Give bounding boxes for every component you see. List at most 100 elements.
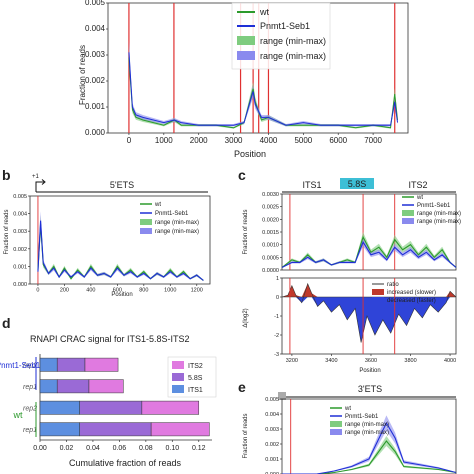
x-tick-label: 0.00 — [33, 445, 47, 452]
x-tick-label: 0.02 — [60, 445, 74, 452]
x-tick-label: 0 — [36, 288, 39, 294]
panel-a-xlabel: Position — [234, 149, 266, 159]
legend-wt: wt — [344, 406, 351, 412]
panel-d-title: RNAPI CRAC signal for ITS1-5.8S-ITS2 — [30, 334, 190, 344]
x-tick-label: 0.06 — [113, 445, 127, 452]
panel-d: d RNAPI CRAC signal for ITS1-5.8S-ITS2 0… — [0, 315, 217, 468]
panel-e-plot: 0.000 0.001 0.002 0.003 0.004 0.005 — [265, 397, 457, 474]
panel-e-region: 3'ETS — [358, 384, 382, 394]
y-tick-label: 0.001 — [265, 457, 279, 463]
plot-frame — [281, 398, 457, 474]
series-line-pnmt — [128, 52, 399, 126]
legend-wt: wt — [154, 202, 161, 208]
legend-pnmt: Pnmt1-Seb1 — [155, 211, 189, 217]
y-tick-label: 0.001 — [13, 264, 27, 270]
panel-c-region-58s: 5.8S — [348, 179, 367, 189]
panel-d-legend: ITS2 5.8S ITS1 — [167, 356, 217, 398]
y-tick-label: 0.000 — [85, 128, 106, 137]
series-line-wt — [128, 57, 399, 129]
bar-its2-rep1 — [150, 422, 210, 437]
y-tick-label: 0.0030 — [262, 192, 279, 198]
category-label: rep2 — [23, 362, 37, 369]
legend-wt: wt — [259, 7, 269, 17]
panel-b-letter: b — [2, 167, 11, 183]
y-tick-label: 0.003 — [265, 427, 279, 433]
y-tick-label: -1 — [274, 314, 279, 320]
legend-range-wt-swatch — [140, 219, 152, 225]
x-tick-label: 7000 — [364, 136, 382, 145]
series-line-pnmt — [281, 240, 457, 268]
x-tick-label: 2000 — [190, 136, 208, 145]
legend-range-wt: range (min-max) — [260, 36, 326, 46]
legend-range-pnmt-swatch — [402, 218, 414, 224]
x-tick-label: 3200 — [286, 358, 298, 364]
legend-decreased-swatch — [372, 297, 384, 303]
y-tick-label: 0.005 — [85, 0, 106, 7]
panel-b: b +1 5'ETS 0.0000.0010.0020.0030.0040.00… — [2, 167, 211, 298]
y-tick-label: 0.005 — [265, 397, 279, 403]
legend-range-pnmt-swatch — [237, 51, 255, 60]
bar-58s-rep1 — [56, 379, 90, 394]
y-tick-label: 0 — [276, 295, 279, 301]
series-line-pnmt — [282, 421, 457, 474]
x-tick-label: 400 — [86, 288, 95, 294]
x-tick-label: 3600 — [365, 358, 377, 364]
x-tick-label: 0.08 — [139, 445, 153, 452]
panel-e-gray-box — [278, 392, 286, 400]
panel-e-letter: e — [238, 379, 246, 395]
legend-range-wt: range (min-max) — [345, 422, 389, 428]
bar-58s-rep2 — [56, 357, 86, 372]
x-tick-label: 0.04 — [86, 445, 100, 452]
legend-58s: 5.8S — [188, 375, 203, 382]
arrow-head-icon — [41, 179, 46, 185]
legend-range-wt: range (min-max) — [155, 220, 199, 226]
legend-range-pnmt-swatch — [140, 228, 152, 234]
legend-range-pnmt: range (min-max) — [345, 430, 389, 436]
panel-e-ylabel: Fraction of reads — [243, 413, 249, 458]
panel-c-ylabel-bottom: Δ(log2) — [243, 308, 249, 327]
bar-58s-rep2 — [79, 400, 143, 415]
y-tick-label: 0.0015 — [262, 230, 279, 236]
legend-wt: wt — [416, 195, 423, 201]
category-label: rep1 — [23, 384, 37, 391]
y-tick-label: 0.0020 — [262, 217, 279, 223]
y-tick-label: -2 — [274, 333, 279, 339]
panel-d-group-bottom: wt — [13, 410, 23, 420]
bar-its2-rep1 — [88, 379, 124, 394]
panel-b-legend: wt Pnmt1-Seb1 range (min-max) range (min… — [140, 202, 199, 235]
series-line-wt — [282, 440, 457, 474]
panel-d-group-top: Pnmt1-Seb1 — [0, 361, 41, 370]
panel-e: e 3'ETS 0.000 0.001 0.002 0.003 0.004 0.005 F… — [238, 379, 457, 474]
x-tick-label: 1200 — [191, 288, 203, 294]
y-tick-label: 0.003 — [85, 50, 106, 59]
y-tick-label: 0.005 — [13, 194, 27, 200]
panel-c-ylabel-top: Fraction of reads — [243, 209, 249, 254]
legend-range-wt-swatch — [237, 36, 255, 45]
panel-a-ylabel: Fraction of reads — [78, 45, 87, 105]
panel-d-plot: 0.00 0.02 0.04 0.06 0.08 0.10 0.12 rep2 rep1 rep2… — [23, 354, 212, 452]
panel-b-plot: 0.000 0.001 0.002 0.003 0.004 0.005 0 200 400 600… — [13, 194, 211, 294]
y-tick-label: 0.0010 — [262, 243, 279, 249]
y-tick-label: 0.0000 — [262, 268, 279, 274]
x-tick-label: 200 — [60, 288, 69, 294]
y-tick-label: 0.003 — [13, 229, 27, 235]
legend-pnmt: Pnmt1-Seb1 — [345, 414, 379, 420]
bar-its2-rep2 — [84, 357, 119, 372]
x-tick-label: 800 — [139, 288, 148, 294]
x-tick-label: 3400 — [325, 358, 337, 364]
x-tick-label: 0.10 — [165, 445, 179, 452]
y-tick-label: 1 — [276, 276, 279, 282]
x-tick-label: 1000 — [155, 136, 173, 145]
panel-c-bottom-legend: ratio increased (slower) decreased (fast… — [372, 282, 436, 304]
category-label: rep1 — [23, 427, 37, 434]
legend-58s-swatch — [172, 373, 184, 381]
range-band-pnmt — [282, 237, 456, 268]
bar-58s-rep1 — [79, 422, 152, 437]
x-tick-label: 1000 — [164, 288, 176, 294]
panel-b-ylabel: Fraction of reads — [4, 209, 10, 254]
panel-c-58s-box — [340, 178, 374, 189]
panel-a: 0.000 0.001 0.002 0.003 0.004 0.005 0 1000 2000 3… — [78, 0, 409, 159]
panel-b-mark: +1 — [32, 174, 40, 180]
series-line-wt — [281, 235, 457, 268]
y-tick-label: 0.0005 — [262, 255, 279, 261]
